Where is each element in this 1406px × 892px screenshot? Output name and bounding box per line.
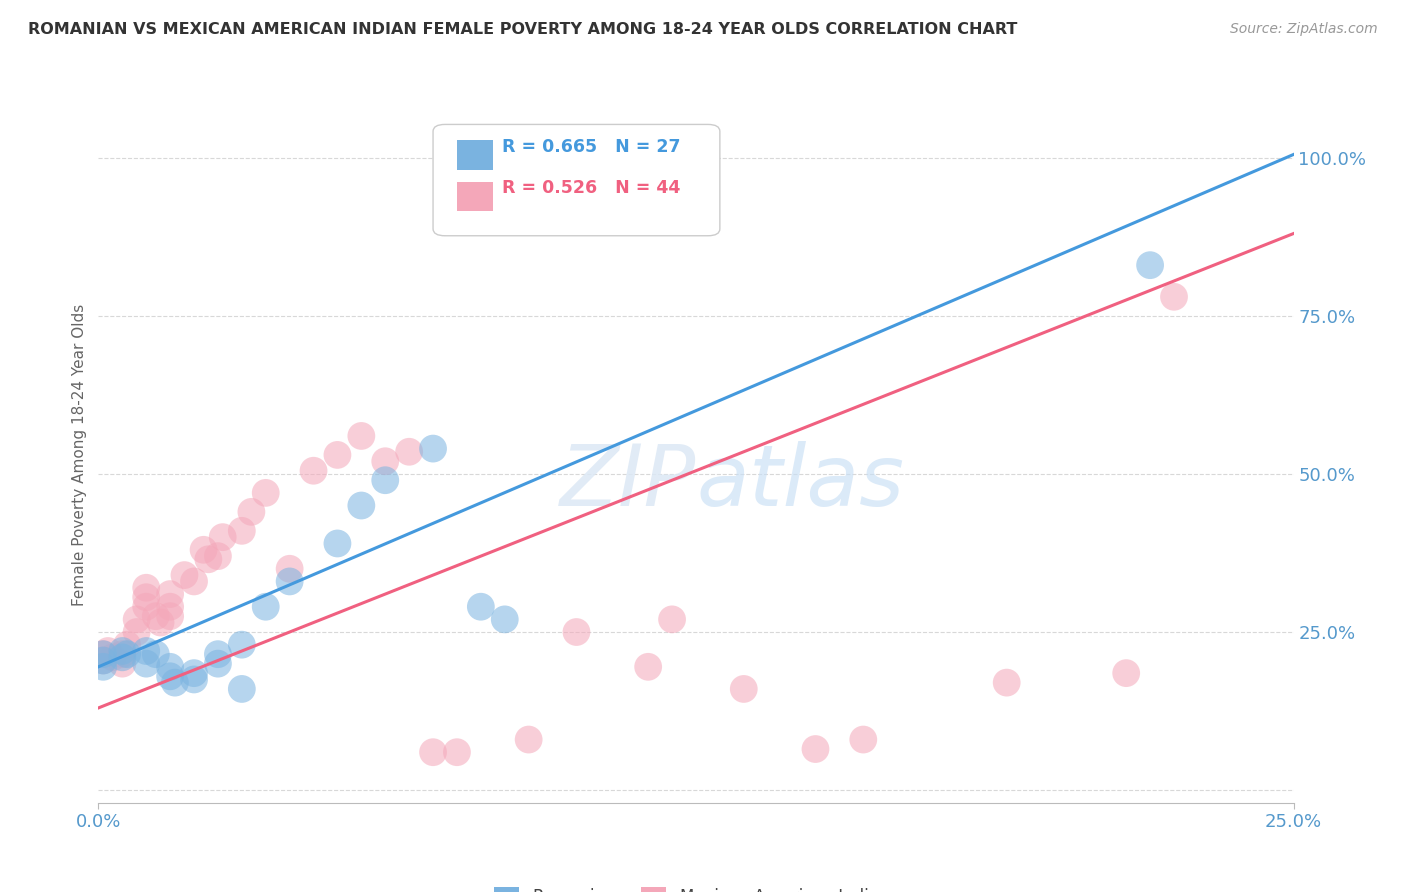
Point	[183, 666, 205, 681]
Bar	[457, 140, 492, 169]
Point	[446, 745, 468, 759]
Point	[111, 647, 134, 661]
Point	[302, 464, 325, 478]
Point	[101, 650, 124, 665]
Point	[97, 644, 120, 658]
Point	[115, 638, 138, 652]
Text: ZIP: ZIP	[560, 442, 696, 524]
Point	[163, 675, 186, 690]
Point	[1163, 290, 1185, 304]
Point	[159, 587, 181, 601]
Point	[231, 524, 253, 538]
Point	[995, 675, 1018, 690]
Point	[149, 615, 172, 630]
Point	[111, 657, 134, 671]
Point	[197, 552, 219, 566]
Point	[207, 549, 229, 563]
Point	[804, 742, 827, 756]
FancyBboxPatch shape	[433, 124, 720, 235]
Y-axis label: Female Poverty Among 18-24 Year Olds: Female Poverty Among 18-24 Year Olds	[72, 304, 87, 606]
Point	[91, 660, 114, 674]
Point	[278, 574, 301, 589]
Point	[733, 681, 755, 696]
Point	[326, 536, 349, 550]
Point	[231, 638, 253, 652]
Point	[565, 625, 588, 640]
Point	[115, 647, 138, 661]
Point	[125, 625, 148, 640]
Text: R = 0.526   N = 44: R = 0.526 N = 44	[502, 179, 681, 197]
Point	[422, 442, 444, 456]
Text: R = 0.665   N = 27: R = 0.665 N = 27	[502, 137, 681, 156]
Point	[159, 609, 181, 624]
Legend: Romanians, Mexican American Indians: Romanians, Mexican American Indians	[488, 880, 904, 892]
Point	[494, 612, 516, 626]
Point	[207, 647, 229, 661]
Point	[398, 444, 420, 458]
Point	[278, 562, 301, 576]
Point	[91, 647, 114, 661]
Point	[173, 568, 195, 582]
Point	[193, 542, 215, 557]
Point	[1115, 666, 1137, 681]
Point	[125, 612, 148, 626]
Point	[111, 644, 134, 658]
Point	[637, 660, 659, 674]
Point	[135, 657, 157, 671]
Point	[661, 612, 683, 626]
Point	[159, 599, 181, 614]
Point	[135, 644, 157, 658]
Point	[111, 650, 134, 665]
Point	[240, 505, 263, 519]
Bar	[457, 182, 492, 211]
Point	[374, 454, 396, 468]
Point	[350, 499, 373, 513]
Point	[470, 599, 492, 614]
Point	[231, 681, 253, 696]
Text: Source: ZipAtlas.com: Source: ZipAtlas.com	[1230, 22, 1378, 37]
Point	[350, 429, 373, 443]
Point	[135, 599, 157, 614]
Point	[326, 448, 349, 462]
Point	[517, 732, 540, 747]
Point	[91, 653, 114, 667]
Point	[207, 657, 229, 671]
Point	[254, 486, 277, 500]
Point	[135, 581, 157, 595]
Point	[159, 660, 181, 674]
Point	[374, 473, 396, 487]
Point	[183, 673, 205, 687]
Text: ROMANIAN VS MEXICAN AMERICAN INDIAN FEMALE POVERTY AMONG 18-24 YEAR OLDS CORRELA: ROMANIAN VS MEXICAN AMERICAN INDIAN FEMA…	[28, 22, 1018, 37]
Point	[1139, 258, 1161, 272]
Point	[852, 732, 875, 747]
Point	[145, 609, 167, 624]
Point	[159, 669, 181, 683]
Point	[422, 745, 444, 759]
Text: atlas: atlas	[696, 442, 904, 524]
Point	[91, 647, 114, 661]
Point	[254, 599, 277, 614]
Point	[135, 591, 157, 605]
Point	[183, 574, 205, 589]
Point	[211, 530, 233, 544]
Point	[145, 647, 167, 661]
Point	[91, 653, 114, 667]
